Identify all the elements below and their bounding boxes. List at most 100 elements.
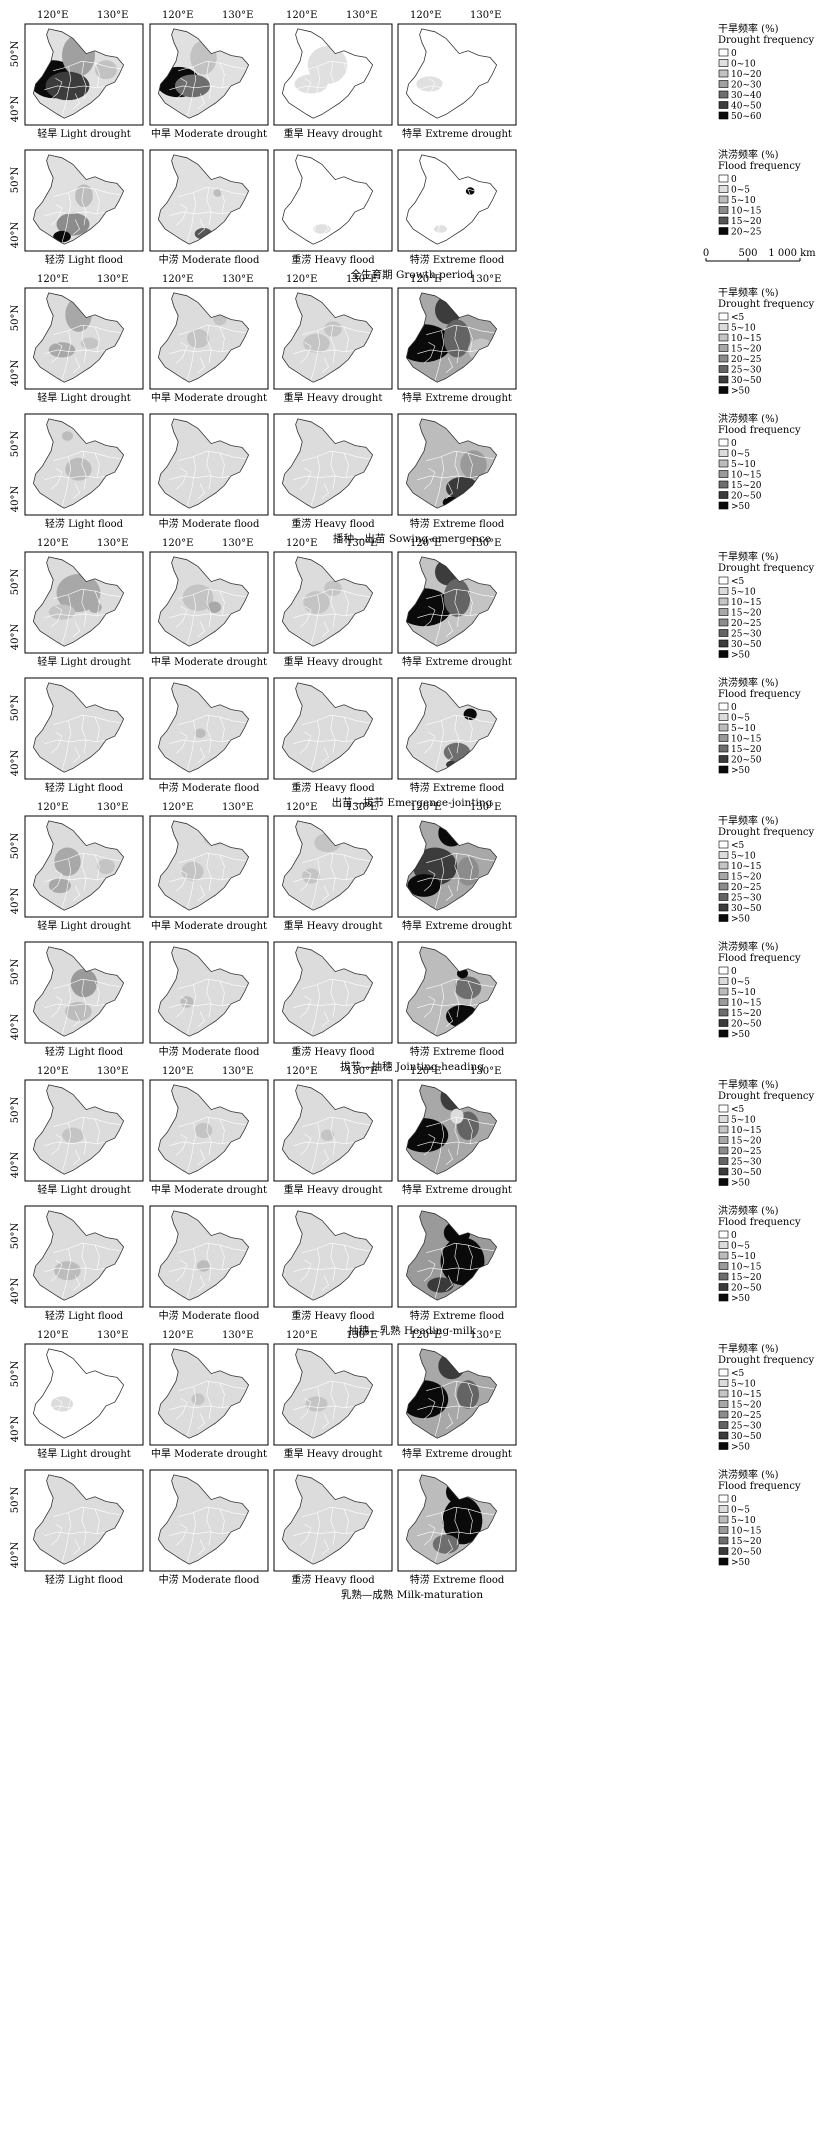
legend-class-label: 0~5 — [731, 450, 750, 460]
legend-class-label: 20~25 — [731, 619, 762, 629]
region-base-fill — [282, 682, 373, 773]
admin-boundary — [343, 716, 349, 742]
admin-boundary — [81, 979, 87, 1018]
frequency-patch — [302, 868, 320, 884]
drought-panel-label: 特旱 Extreme drought — [402, 920, 512, 932]
lon-label: 130°E — [97, 1330, 128, 1341]
legend-swatch — [718, 386, 729, 394]
legend-title-cn: 干旱频率 (%) — [718, 550, 779, 563]
admin-boundary — [81, 1117, 87, 1156]
admin-boundary — [293, 739, 356, 744]
admin-boundary — [175, 342, 188, 364]
admin-boundary — [423, 342, 436, 364]
admin-boundary — [293, 1141, 356, 1146]
legend-title-cn: 洪涝频率 (%) — [718, 412, 779, 425]
admin-boundary — [94, 452, 100, 478]
region-base-fill — [158, 1210, 249, 1301]
legend-swatch — [718, 1029, 729, 1038]
flood-map-2 — [273, 1205, 393, 1308]
lon-label: 120°E — [410, 10, 441, 21]
admin-boundary — [94, 854, 100, 880]
legend-swatch — [718, 1505, 729, 1513]
frequency-patch — [56, 574, 101, 612]
admin-boundary — [50, 468, 63, 490]
frequency-patches — [44, 184, 122, 243]
region-base-fill — [282, 418, 373, 509]
admin-boundary — [426, 978, 495, 989]
admin-boundary — [426, 324, 495, 335]
drought-panel-label: 轻旱 Light drought — [37, 1183, 131, 1196]
admin-boundary — [50, 1524, 63, 1546]
admin-boundary — [445, 219, 453, 235]
region-outline — [32, 1210, 125, 1301]
admin-boundary — [310, 1248, 321, 1299]
admin-boundary — [50, 996, 63, 1018]
legend-class-label: <5 — [731, 841, 745, 851]
admin-boundary — [343, 1118, 349, 1144]
legend-class-label: 30~40 — [731, 91, 762, 101]
flood-panel-label: 轻涝 Light flood — [45, 1309, 124, 1322]
frequency-patch — [182, 584, 214, 612]
admin-boundary — [310, 720, 321, 771]
admin-boundary — [81, 325, 87, 364]
frequency-patches — [169, 714, 247, 771]
legend-swatch — [718, 101, 729, 109]
admin-boundary — [61, 66, 72, 117]
legend-class-label: >50 — [731, 915, 750, 925]
legend-class-label: >50 — [731, 766, 750, 776]
frequency-patches — [44, 1380, 122, 1437]
admin-boundary — [53, 1116, 122, 1127]
lon-label: 130°E — [222, 1330, 253, 1341]
region-outline — [157, 1210, 250, 1301]
admin-boundary — [72, 1539, 80, 1555]
admin-boundary — [454, 325, 460, 364]
legend-swatch — [718, 765, 729, 774]
admin-boundary — [302, 978, 371, 989]
flood-panel-label: 中涝 Moderate flood — [159, 517, 260, 530]
frequency-patches — [293, 580, 371, 645]
lat-label: 50°N — [10, 1487, 21, 1514]
legend-swatch — [718, 470, 729, 478]
admin-boundary — [454, 1243, 460, 1282]
admin-boundary — [44, 613, 107, 618]
legend-swatch — [718, 851, 729, 859]
admin-boundary — [186, 66, 197, 117]
lon-label: 120°E — [286, 1330, 317, 1341]
admin-boundary — [426, 1116, 495, 1127]
admin-boundary — [434, 720, 445, 771]
legend-title-en: Flood frequency — [718, 689, 801, 700]
lon-label: 130°E — [346, 274, 377, 285]
admin-boundary — [467, 1508, 473, 1534]
admin-boundary — [310, 192, 321, 243]
admin-boundary — [454, 1507, 460, 1546]
legend-swatch — [718, 111, 729, 120]
admin-boundary — [206, 1381, 212, 1420]
frequency-patches — [416, 60, 495, 117]
flood-panel-label: 中涝 Moderate flood — [159, 1309, 260, 1322]
admin-boundary — [169, 349, 232, 354]
legend-class-label: >50 — [731, 1443, 750, 1453]
lon-label: 130°E — [346, 1066, 377, 1077]
frequency-patches — [293, 1380, 371, 1437]
lon-label: 120°E — [410, 1330, 441, 1341]
region-outline — [157, 1348, 250, 1439]
admin-boundary — [206, 589, 212, 628]
admin-boundary — [72, 357, 80, 373]
admin-boundary — [50, 870, 63, 892]
admin-boundary — [423, 732, 436, 754]
legend-swatch — [718, 998, 729, 1006]
admin-boundary — [445, 1539, 453, 1555]
admin-boundary — [94, 716, 100, 742]
admin-boundary — [169, 1141, 232, 1146]
legend-swatch — [718, 449, 729, 457]
legend-class-label: 15~20 — [731, 345, 762, 355]
legend-title-en: Flood frequency — [718, 161, 801, 172]
flood-panel-label: 重涝 Heavy flood — [291, 1309, 375, 1322]
admin-boundary — [426, 186, 495, 197]
admin-boundary — [81, 1243, 87, 1282]
legend-swatch — [718, 576, 729, 585]
admin-boundary — [467, 854, 473, 880]
region-outline — [281, 1084, 374, 1175]
legend-swatch — [718, 702, 729, 711]
flood-map-1 — [149, 941, 269, 1044]
